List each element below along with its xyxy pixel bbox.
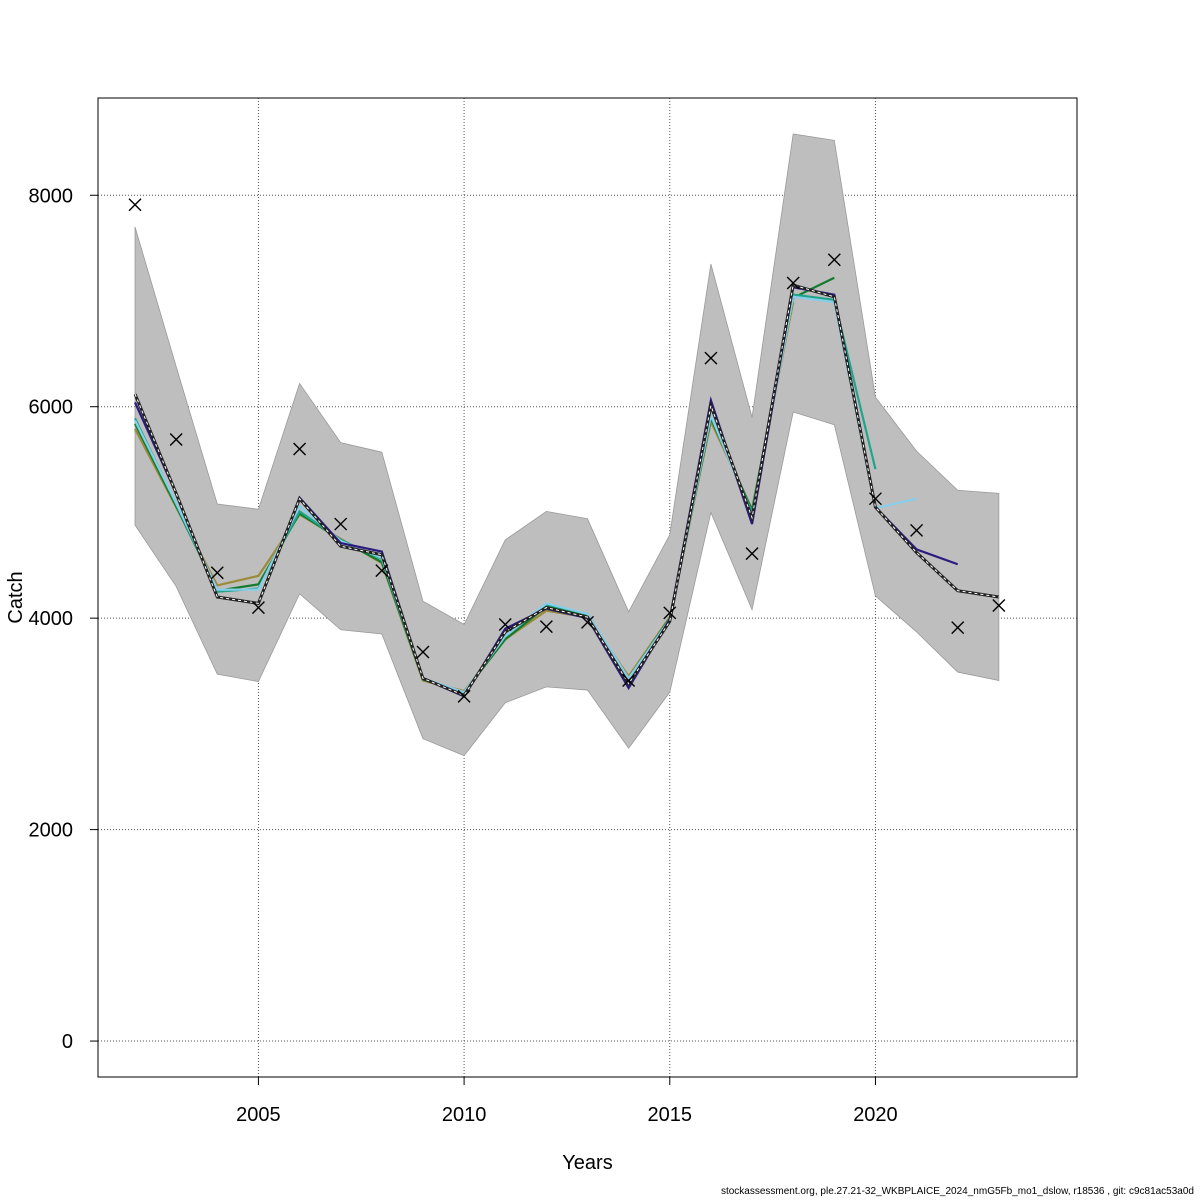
y-tick-label: 8000 — [29, 185, 74, 207]
x-tick-label: 2010 — [442, 1104, 487, 1126]
credit-footer: stockassessment.org, ple.27.21-32_WKBPLA… — [720, 1186, 1194, 1197]
series-line-0 — [133, 283, 1000, 698]
y-axis-title: Catch — [5, 571, 27, 623]
series-lines — [133, 276, 1000, 698]
observation-marker — [910, 523, 924, 537]
observation-marker — [745, 547, 759, 561]
observation-marker — [416, 645, 430, 659]
observation-marker — [663, 606, 677, 620]
observation-marker — [375, 564, 389, 578]
observation-marker — [128, 198, 142, 212]
y-tick-label: 2000 — [29, 820, 74, 842]
observation-marker — [704, 351, 718, 365]
observation-marker — [498, 618, 512, 631]
observation-marker — [293, 442, 307, 456]
observation-marker — [992, 598, 1006, 612]
confidence-band — [134, 133, 1000, 757]
observation-marker — [539, 620, 553, 634]
observation-marker — [210, 566, 224, 580]
observed-catch-markers — [128, 198, 1006, 703]
y-tick-label: 4000 — [29, 608, 74, 630]
x-tick-label: 2020 — [853, 1104, 898, 1126]
observation-marker — [251, 601, 265, 615]
x-tick-label: 2005 — [236, 1104, 281, 1126]
confidence-band-area — [134, 133, 1000, 757]
observation-marker — [581, 615, 594, 629]
observation-marker — [169, 432, 183, 446]
observation-marker — [868, 492, 882, 506]
observation-marker — [457, 689, 471, 703]
observation-marker — [786, 276, 800, 290]
y-tick-label: 6000 — [29, 397, 74, 419]
observation-marker — [622, 674, 636, 688]
observation-marker — [827, 253, 841, 267]
x-tick-label: 2015 — [648, 1104, 693, 1126]
y-tick-label: 0 — [62, 1031, 73, 1053]
x-axis-title: Years — [562, 1152, 612, 1174]
observation-marker — [951, 621, 965, 635]
observation-marker — [334, 517, 348, 531]
axes: 2005 2010 2015 2020 0 2000 4000 6000 8000 — [29, 185, 898, 1126]
plot-frame — [97, 97, 1078, 1078]
